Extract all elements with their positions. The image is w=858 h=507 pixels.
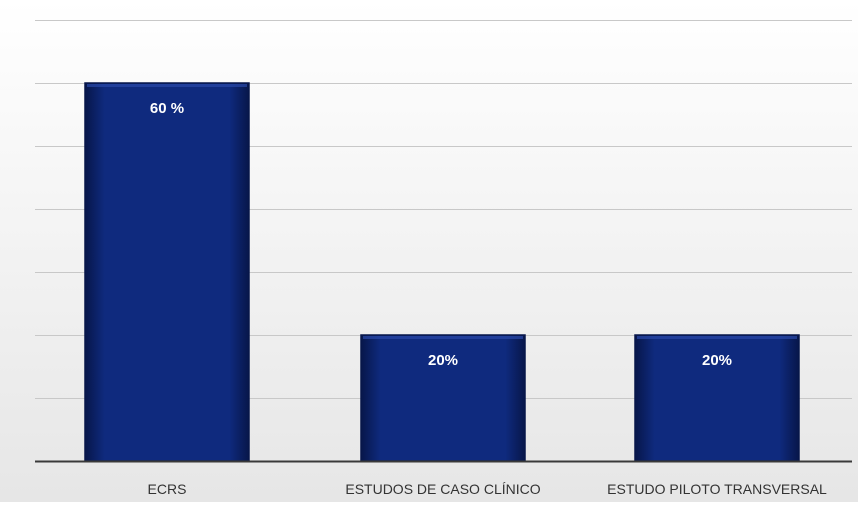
data-labels: 60 % 20% 20% (150, 100, 732, 369)
bar-highlight (87, 84, 247, 87)
bar-2 (634, 334, 800, 462)
category-label: ECRS (148, 481, 187, 497)
bar-highlight (637, 336, 797, 339)
bar-0 (84, 82, 250, 462)
bar-highlight (363, 336, 523, 339)
category-label: ESTUDOS DE CASO CLÍNICO (345, 481, 540, 497)
data-label: 20% (702, 352, 732, 369)
data-label: 60 % (150, 100, 184, 117)
category-labels: ECRS ESTUDOS DE CASO CLÍNICO ESTUDO PILOTO… (148, 481, 827, 497)
category-label: ESTUDO PILOTO TRANSVERSAL (607, 481, 827, 497)
bars (84, 82, 800, 462)
data-label: 20% (428, 352, 458, 369)
bar-1 (360, 334, 526, 462)
